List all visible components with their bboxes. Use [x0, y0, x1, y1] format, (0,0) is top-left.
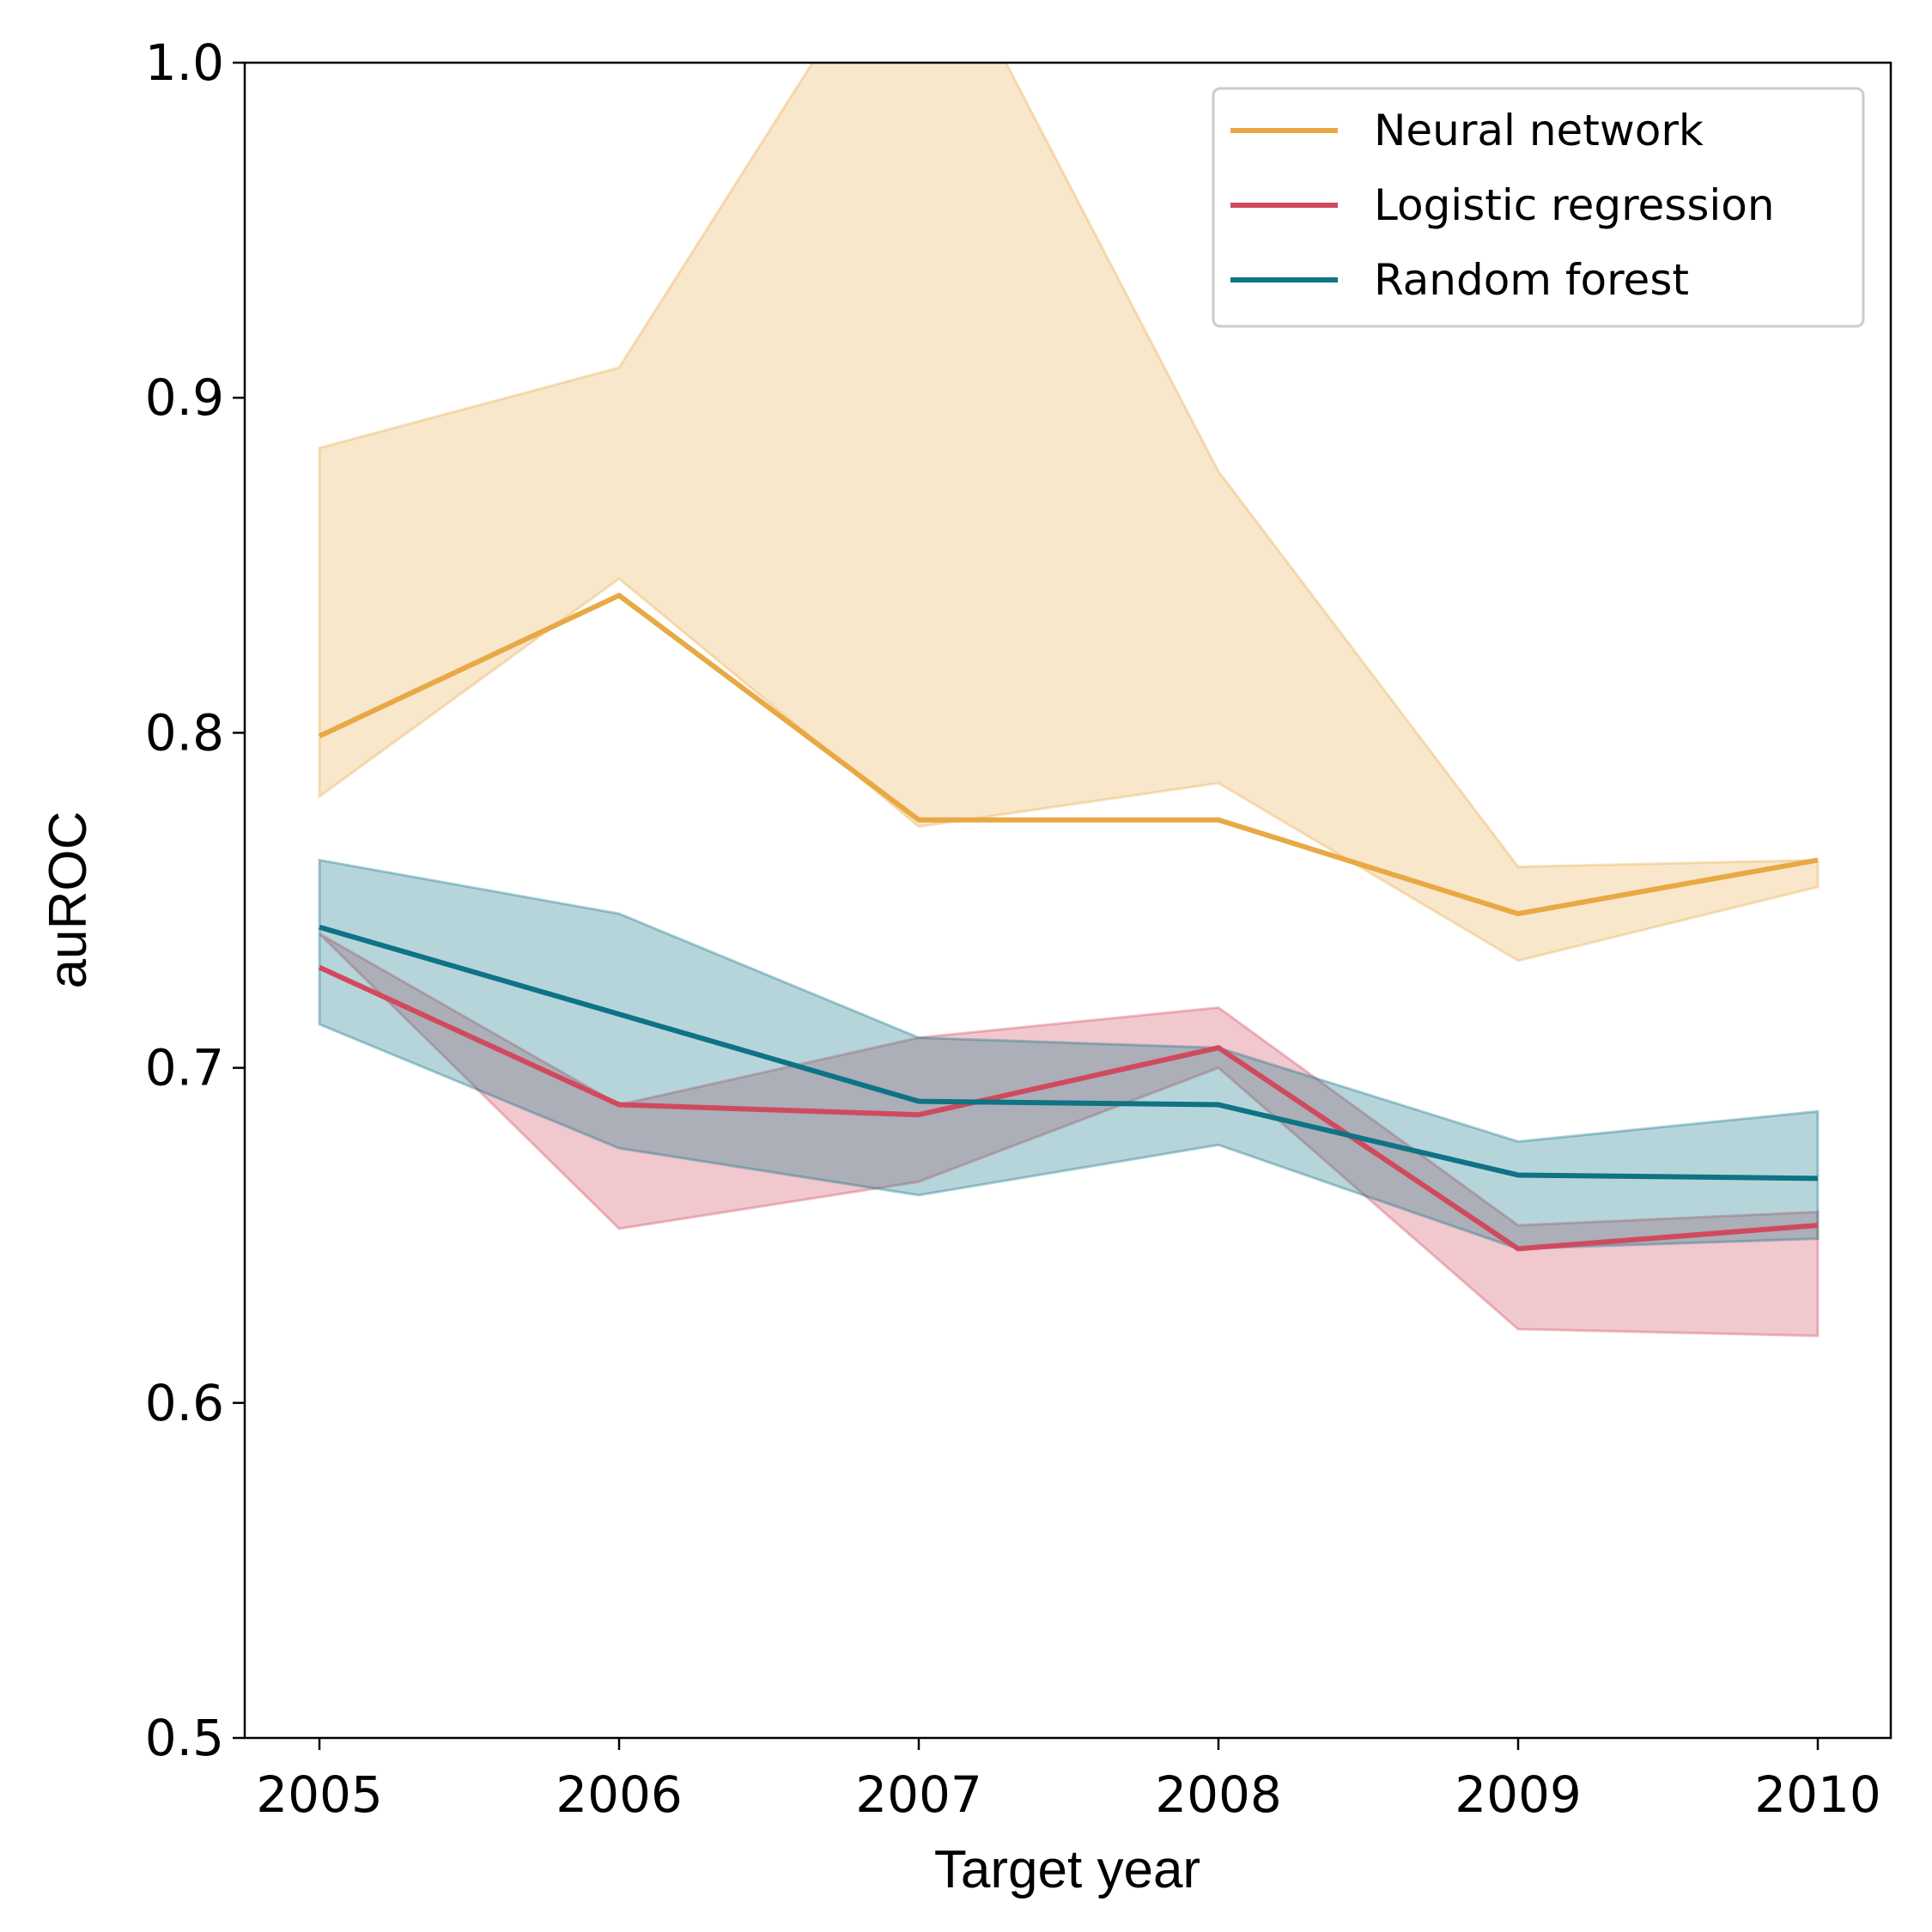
confidence-bands: [318, 63, 1820, 1338]
line-random-forest: [319, 924, 1819, 1182]
legend-box: [1212, 87, 1865, 328]
band-random-forest: [318, 858, 1820, 1250]
y-tick-label: 0.5: [145, 1709, 224, 1767]
series-lines: [318, 592, 1819, 1252]
legend-label: Logistic regression: [1374, 180, 1775, 230]
band-neural-network: [318, 63, 1820, 963]
y-tick-label: 0.8: [145, 703, 224, 762]
x-tick-label: 2005: [256, 1765, 383, 1824]
x-tick-label: 2010: [1754, 1765, 1881, 1824]
x-tick-label: 2006: [556, 1765, 683, 1824]
x-tick-label: 2009: [1455, 1765, 1582, 1824]
y-axis-title: auROC: [39, 811, 98, 989]
x-axis: 2005 2006 2007 2008 2009 2010: [256, 1738, 1881, 1824]
x-tick-label: 2007: [855, 1765, 982, 1824]
legend-label: Neural network: [1374, 106, 1704, 155]
y-axis: 0.5 0.6 0.7 0.8 0.9 1.0: [145, 33, 245, 1767]
y-tick-label: 0.7: [145, 1039, 224, 1097]
y-tick-label: 0.9: [145, 368, 224, 427]
band-logistic-regression: [318, 933, 1820, 1338]
y-tick-label: 1.0: [145, 33, 224, 92]
plot-frame: [243, 61, 1893, 1740]
line-logistic-regression: [318, 964, 1819, 1252]
y-tick-label: 0.6: [145, 1374, 224, 1432]
legend-label: Random forest: [1374, 255, 1689, 305]
line-neural-network: [318, 592, 1819, 917]
x-axis-title: Target year: [934, 1840, 1200, 1899]
x-tick-label: 2008: [1155, 1765, 1282, 1824]
legend: Neural network Logistic regression Random …: [1212, 87, 1865, 328]
